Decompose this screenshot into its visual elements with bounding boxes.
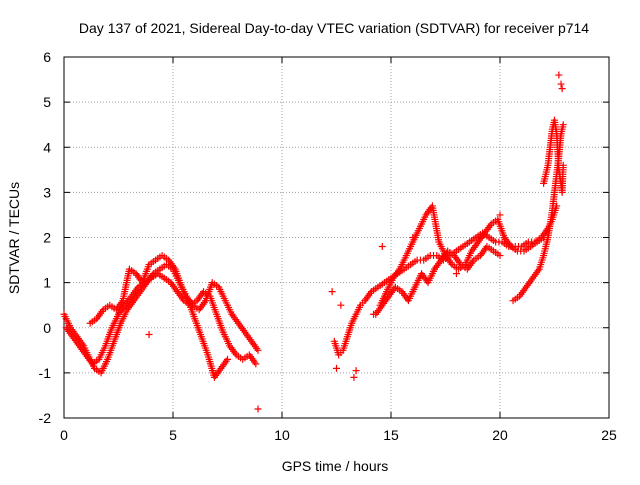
y-tick-label: -1 (39, 365, 52, 381)
data-point (328, 288, 336, 296)
y-tick-label: 6 (43, 49, 51, 65)
data-point (352, 367, 360, 375)
y-axis-label: SDTVAR / TECUs (6, 182, 22, 294)
data-point (252, 360, 260, 368)
data-point (224, 355, 231, 363)
data-point (254, 346, 262, 354)
data-point (350, 373, 358, 381)
x-axis-label: GPS time / hours (282, 458, 389, 474)
y-tick-label: 1 (43, 275, 51, 291)
chart-title: Day 137 of 2021, Sidereal Day-to-day VTE… (79, 20, 589, 36)
y-tick-label: 2 (43, 230, 51, 246)
data-point (378, 243, 386, 251)
data-point (145, 331, 153, 339)
data-point (337, 301, 345, 309)
data-point (370, 310, 378, 318)
x-tick-label: 10 (274, 427, 290, 443)
y-tick-label: 4 (43, 139, 51, 155)
grid-lines (64, 57, 609, 418)
data-point (557, 80, 565, 88)
x-tick-label: 15 (383, 427, 399, 443)
y-tick-label: 3 (43, 184, 51, 200)
x-tick-label: 20 (492, 427, 508, 443)
data-point (559, 121, 567, 129)
data-point (333, 364, 340, 372)
data-point (496, 252, 504, 260)
data-point (409, 234, 417, 241)
data-point (452, 270, 460, 278)
y-tick-label: -2 (39, 410, 52, 426)
data-point (558, 85, 566, 93)
data-point (496, 211, 504, 219)
y-tick-label: 5 (43, 94, 51, 110)
data-point (555, 71, 563, 79)
axis-ticks: 0 5 10 15 20 25 -2 -1 0 1 2 3 4 5 6 (39, 49, 617, 443)
x-tick-label: 25 (601, 427, 617, 443)
y-tick-label: 0 (43, 320, 51, 336)
x-tick-label: 0 (60, 427, 68, 443)
data-point (559, 161, 567, 169)
x-tick-label: 5 (169, 427, 177, 443)
data-points (60, 71, 567, 413)
data-point (254, 405, 262, 413)
